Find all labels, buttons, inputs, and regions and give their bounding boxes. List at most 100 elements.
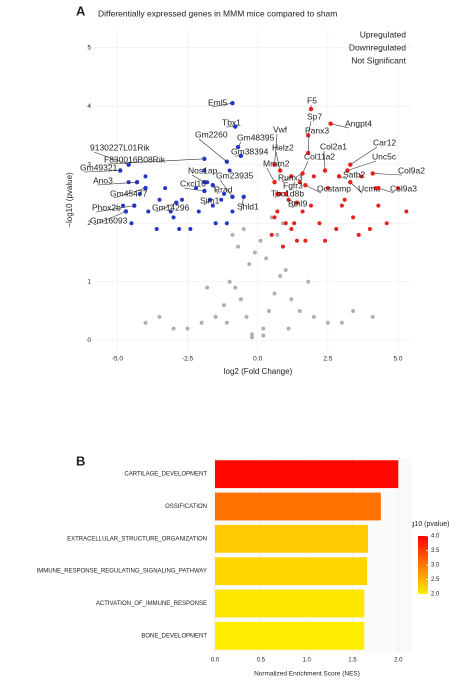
gene-point <box>241 194 246 200</box>
data-point <box>244 314 249 319</box>
data-point <box>272 215 277 220</box>
data-point <box>196 209 201 214</box>
gene-label: Ano3 <box>93 175 113 185</box>
annotation-leader <box>211 102 233 108</box>
gene-point <box>202 180 207 185</box>
y-tick-label: 1 <box>87 278 91 285</box>
gene-label: Runx3 <box>278 172 303 182</box>
annotation-leader <box>378 187 395 194</box>
data-point <box>311 174 316 179</box>
data-point <box>306 279 311 284</box>
gene-point <box>202 188 207 194</box>
gene-label: Col2a1 <box>320 141 347 151</box>
gene-point <box>303 182 308 188</box>
colorbar-tick-label: 2.0 <box>431 592 440 598</box>
x-tick-label: 0.0 <box>211 658 220 664</box>
data-point <box>163 186 168 191</box>
annotation-leader <box>191 174 205 183</box>
gene-label: 9130227L01Rik <box>90 142 150 152</box>
annotation-leader <box>95 205 135 213</box>
gene-label: Satb2 <box>343 169 365 179</box>
gene-point <box>202 156 207 161</box>
gene-point <box>336 174 342 179</box>
data-point <box>367 227 372 232</box>
x-axis-label: log2 (Fold Change) <box>224 367 293 376</box>
data-point <box>177 227 182 232</box>
data-point <box>247 262 252 267</box>
data-point <box>219 197 224 202</box>
gene-point <box>230 194 235 200</box>
gene-label: Fgfr3 <box>283 180 303 190</box>
annotation-leader <box>307 134 310 153</box>
data-point <box>143 174 148 179</box>
gene-label: Vwf <box>273 124 288 134</box>
gene-point <box>143 185 148 191</box>
data-point <box>261 326 266 331</box>
data-point <box>236 244 241 249</box>
gene-point <box>283 191 288 197</box>
x-tick-label: -5.0 <box>112 356 124 363</box>
colorbar-tick-label: 3.5 <box>431 548 440 554</box>
annotation-leader <box>155 202 177 213</box>
data-point <box>311 314 316 319</box>
data-point <box>266 309 271 314</box>
legend-entry: Not Significant <box>351 55 406 65</box>
gene-label: Ucma <box>358 183 380 193</box>
data-point <box>294 238 299 243</box>
gene-label: Gm2260 <box>195 129 228 139</box>
data-point <box>238 297 243 302</box>
y-tick-label: 5 <box>87 44 91 51</box>
data-point <box>213 221 218 226</box>
y-tick-label: EXTRACELLULAR_STRUCTURE_ORGANIZATION <box>67 536 207 542</box>
gene-label: Helz2 <box>272 142 294 152</box>
gene-label: Tbx1 <box>222 117 241 127</box>
data-point <box>309 203 314 208</box>
chart-title: Differentially expressed genes in MMM mi… <box>98 8 337 18</box>
data-point <box>121 203 126 208</box>
data-point <box>193 186 198 191</box>
data-point <box>283 221 288 226</box>
data-point <box>213 314 218 319</box>
data-point <box>297 309 302 314</box>
gene-label: Gm49321 <box>80 162 118 172</box>
x-tick-label: 2.5 <box>323 356 332 363</box>
annotation-leader <box>350 181 363 194</box>
data-point <box>143 320 148 325</box>
annotation-leader <box>330 123 350 129</box>
data-point <box>157 197 162 202</box>
data-point <box>278 273 283 278</box>
y-tick-label: 2 <box>87 220 91 227</box>
gene-label: Sp7 <box>307 111 322 121</box>
gene-point <box>376 185 381 191</box>
gene-label: Gm16093 <box>90 215 128 225</box>
gene-point <box>328 121 333 126</box>
annotation-leader <box>219 179 233 198</box>
bar <box>215 557 368 586</box>
data-point <box>275 209 280 214</box>
gene-point <box>174 200 179 205</box>
annotation-leader <box>350 146 378 165</box>
gene-point <box>210 182 216 188</box>
gene-label: Ocstamp <box>317 183 351 193</box>
bar <box>215 492 381 521</box>
gene-label: Sim1 <box>200 195 220 205</box>
data-point <box>325 186 330 191</box>
legend-entry: Downregulated <box>349 42 406 52</box>
data-point <box>224 320 229 325</box>
gene-label: Cxcl10 <box>180 178 206 188</box>
data-point <box>404 209 409 214</box>
gene-point <box>348 180 353 185</box>
x-tick-label: 2.0 <box>394 658 403 664</box>
data-point <box>202 168 207 173</box>
gene-point <box>123 209 129 214</box>
gene-point <box>272 180 277 185</box>
data-point <box>323 238 328 243</box>
x-tick-label: 0.5 <box>257 658 266 664</box>
data-point <box>222 191 227 196</box>
data-point <box>157 314 162 319</box>
data-point <box>146 209 151 214</box>
annotation-leader <box>323 150 326 171</box>
panel-label: B <box>76 453 85 468</box>
gene-label: Phox2b <box>92 202 121 212</box>
annotation-leader <box>305 184 322 194</box>
